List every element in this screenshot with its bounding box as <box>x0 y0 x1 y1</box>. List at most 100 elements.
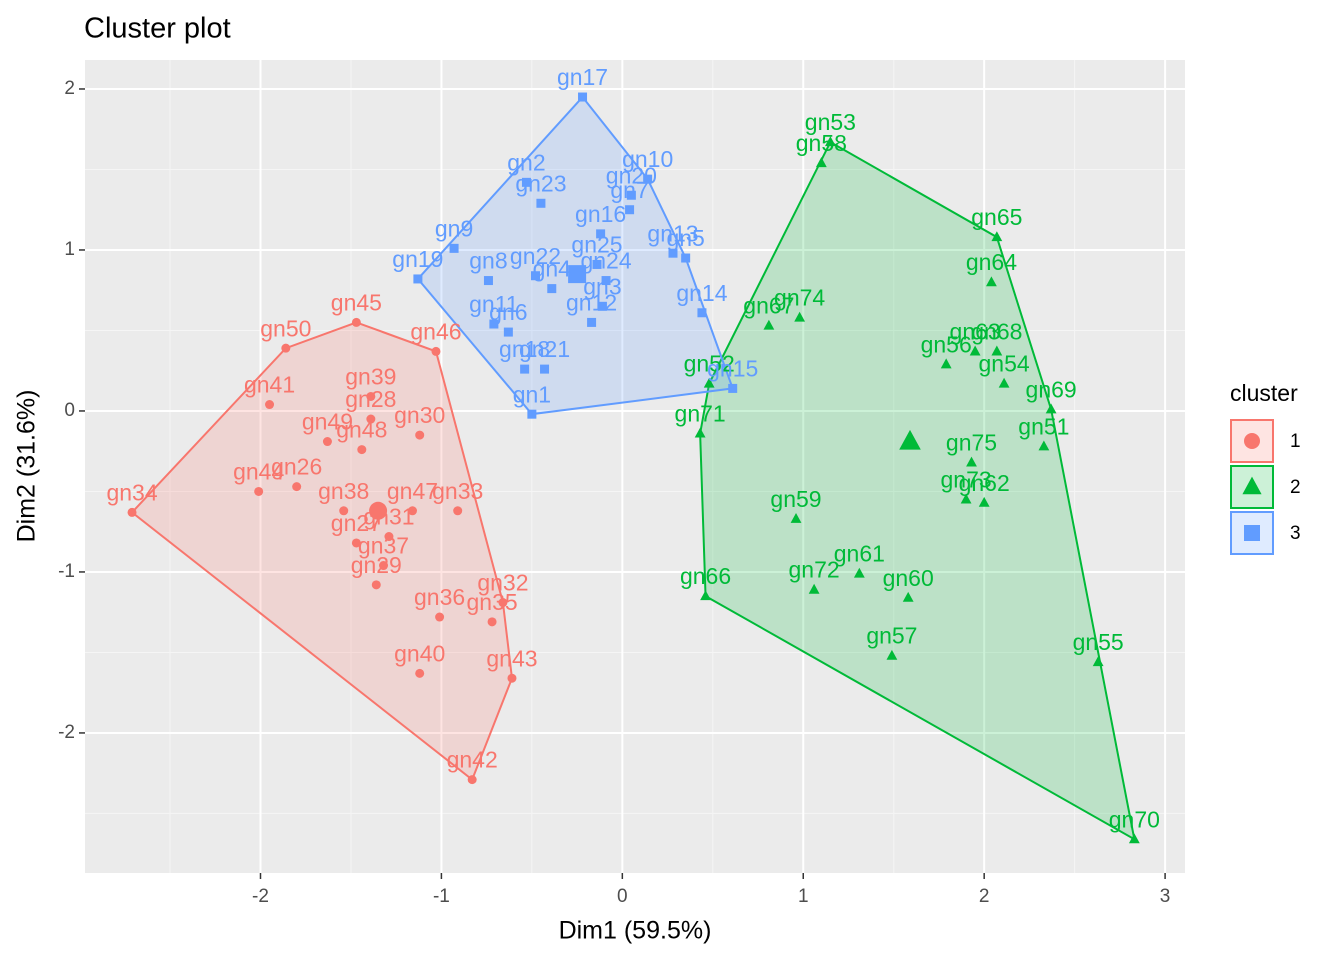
point-label: gn67 <box>743 293 794 319</box>
legend-symbol <box>1244 433 1260 449</box>
y-axis-label: Dim2 (31.6%) <box>13 390 41 543</box>
point <box>626 190 636 200</box>
point-label: gn12 <box>566 289 617 315</box>
point-label: gn49 <box>302 409 353 435</box>
x-tick-label: 1 <box>798 886 809 907</box>
point <box>643 174 653 184</box>
point-label: gn11 <box>469 291 518 317</box>
point-label: gn32 <box>477 570 528 596</box>
point-label: gn44 <box>233 459 284 485</box>
point <box>520 364 530 374</box>
point <box>379 561 389 571</box>
point-label: gn53 <box>805 109 856 135</box>
point-label: gn40 <box>394 640 445 666</box>
point-label: gn63 <box>950 318 1001 344</box>
point-label: gn59 <box>770 486 821 512</box>
point-label: gn27 <box>331 510 382 536</box>
point <box>435 612 445 622</box>
point <box>960 493 972 504</box>
point <box>697 308 707 318</box>
point <box>668 248 678 258</box>
legend-label: 1 <box>1290 431 1301 452</box>
point <box>700 590 711 601</box>
point-label: gn26 <box>271 454 322 480</box>
point-label: gn74 <box>774 285 825 311</box>
point <box>547 284 557 294</box>
point-label: gn66 <box>680 563 731 589</box>
point-label: gn35 <box>466 589 517 615</box>
point <box>587 317 597 327</box>
point <box>449 243 459 253</box>
point <box>601 276 611 286</box>
point <box>986 276 997 287</box>
point-label: gn4 <box>533 256 572 282</box>
point <box>407 506 417 516</box>
point <box>790 512 802 523</box>
point-label: gn65 <box>971 204 1022 230</box>
chart-title: Cluster plot <box>84 13 231 45</box>
point-label: gn2 <box>507 149 545 175</box>
legend: 1 2 3 <box>1230 419 1301 555</box>
point-label: gn62 <box>959 470 1010 496</box>
point <box>487 617 497 627</box>
point-label: gn24 <box>580 248 631 274</box>
legend-label: 3 <box>1290 523 1301 544</box>
point-label: gn36 <box>414 584 465 610</box>
point <box>351 538 361 548</box>
point-label: gn33 <box>432 478 483 504</box>
point-label: gn15 <box>707 355 758 381</box>
x-tick-label: 2 <box>979 886 990 907</box>
point <box>371 580 381 590</box>
legend-symbol <box>1244 525 1260 541</box>
x-tick-label: -1 <box>433 886 450 907</box>
y-tick-label: 0 <box>64 400 75 421</box>
point-label: gn23 <box>515 170 566 196</box>
point <box>536 198 546 208</box>
point-label: gn51 <box>1018 413 1069 439</box>
point-label: gn9 <box>435 215 473 241</box>
point <box>540 364 550 374</box>
point <box>592 259 602 269</box>
point <box>824 136 836 147</box>
point <box>521 177 531 187</box>
point-label: gn25 <box>571 232 622 258</box>
grid <box>85 60 1185 873</box>
point <box>596 229 606 239</box>
point-label: gn6 <box>489 299 527 325</box>
x-tick-label: 0 <box>617 886 628 907</box>
point <box>292 482 302 492</box>
point <box>384 532 394 542</box>
point-label: gn75 <box>946 430 997 456</box>
point-label: gn68 <box>971 318 1022 344</box>
point-label: gn39 <box>345 364 396 390</box>
point-label: gn1 <box>513 381 551 407</box>
point-label: gn64 <box>966 249 1017 275</box>
point-label: gn19 <box>392 246 443 272</box>
point-label: gn16 <box>575 201 626 227</box>
point <box>991 231 1003 242</box>
point <box>467 775 477 785</box>
point <box>366 414 376 424</box>
point-label: gn10 <box>622 146 673 172</box>
y-tick-label: -1 <box>58 561 75 582</box>
point <box>1045 403 1057 414</box>
point <box>578 92 588 102</box>
point-label: gn54 <box>978 351 1029 377</box>
point <box>625 205 635 215</box>
point-label: gn48 <box>336 417 387 443</box>
point <box>339 506 349 516</box>
point <box>413 274 423 284</box>
point <box>530 271 540 281</box>
point-label: gn50 <box>260 315 311 341</box>
point-label: gn7 <box>610 177 648 203</box>
point-label: gn41 <box>244 372 295 398</box>
point-label: gn22 <box>510 243 561 269</box>
point <box>489 319 499 329</box>
point-label: gn29 <box>351 552 402 578</box>
point-label: gn18 <box>499 336 550 362</box>
point-label: gn60 <box>883 565 934 591</box>
y-tick-label: -2 <box>58 722 75 743</box>
point <box>483 276 493 286</box>
point-label: gn42 <box>447 747 498 773</box>
point <box>527 409 537 419</box>
